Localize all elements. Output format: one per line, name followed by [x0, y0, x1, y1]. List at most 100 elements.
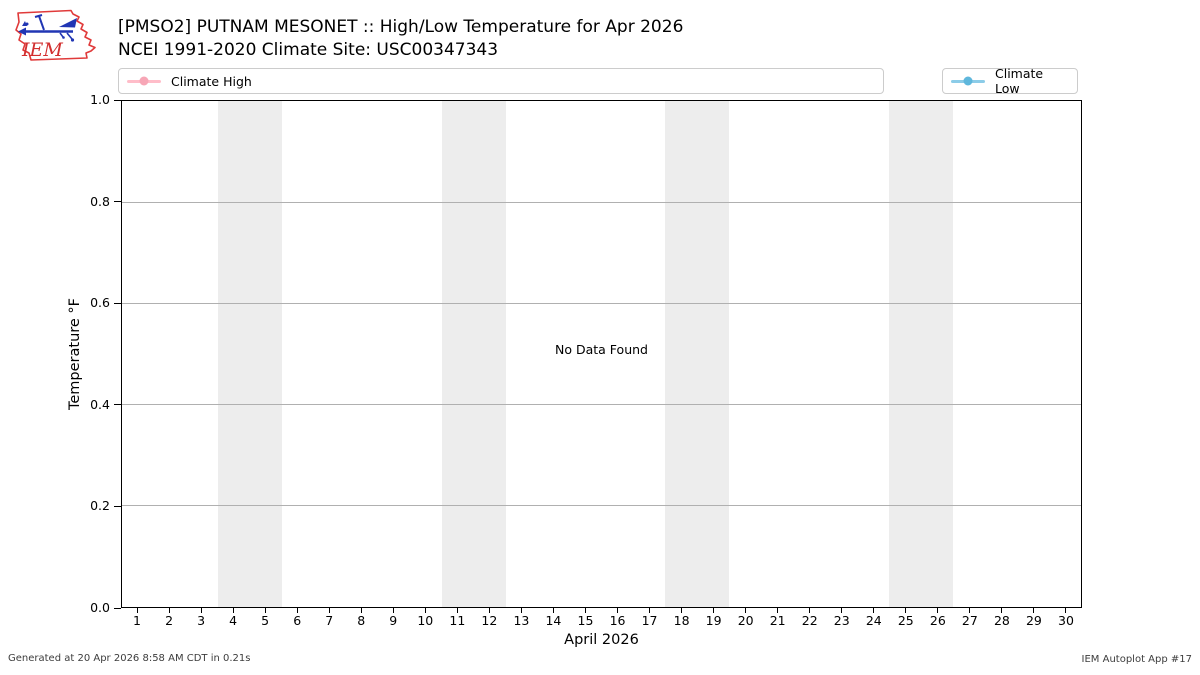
- x-tick-label: 10: [417, 613, 434, 628]
- x-tick-mark: [905, 608, 907, 613]
- y-tick-mark: [114, 607, 121, 609]
- x-tick-label: 8: [357, 613, 366, 628]
- x-tick-label: 30: [1058, 613, 1074, 628]
- x-tick-label: 27: [961, 613, 978, 628]
- weekend-band: [217, 101, 282, 607]
- x-tick-label: 1: [133, 613, 141, 628]
- legend-climate-high: Climate High: [118, 68, 884, 94]
- x-tick-mark: [264, 608, 266, 613]
- x-tick-mark: [232, 608, 234, 613]
- x-tick-mark: [809, 608, 811, 613]
- x-tick-label: 24: [865, 613, 882, 628]
- footer-app-text: IEM Autoplot App #17: [1081, 654, 1192, 665]
- x-tick-mark: [168, 608, 170, 613]
- y-tick-mark: [114, 505, 121, 507]
- weekend-band: [665, 101, 730, 607]
- chart-title: [PMSO2] PUTNAM MESONET :: High/Low Tempe…: [118, 17, 684, 37]
- x-tick-mark: [392, 608, 394, 613]
- x-tick-mark: [969, 608, 971, 613]
- weekend-band: [889, 101, 954, 607]
- x-tick-label: 20: [737, 613, 754, 628]
- x-tick-label: 12: [481, 613, 498, 628]
- x-tick-mark: [617, 608, 619, 613]
- x-tick-label: 25: [897, 613, 914, 628]
- x-tick-mark: [681, 608, 683, 613]
- x-tick-label: 21: [769, 613, 786, 628]
- y-tick-label: 0.2: [90, 498, 110, 514]
- x-tick-mark: [649, 608, 651, 613]
- x-tick-mark: [584, 608, 586, 613]
- x-tick-mark: [841, 608, 843, 613]
- y-tick-mark: [114, 404, 121, 406]
- x-tick-label: 11: [449, 613, 466, 628]
- x-tick-mark: [360, 608, 362, 613]
- climate-high-line-marker-icon: [127, 76, 161, 86]
- x-tick-mark: [488, 608, 490, 613]
- x-tick-label: 4: [229, 613, 238, 628]
- x-tick-label: 19: [705, 613, 722, 628]
- weekend-band: [441, 101, 506, 607]
- y-tick-label: 1.0: [90, 92, 110, 107]
- weather-vane-icon: [18, 14, 77, 42]
- x-tick-mark: [1001, 608, 1003, 613]
- y-tick-label: 0.4: [90, 396, 110, 412]
- x-tick-mark: [424, 608, 426, 613]
- chart-subtitle: NCEI 1991-2020 Climate Site: USC00347343: [118, 40, 499, 60]
- x-tick-mark: [937, 608, 939, 613]
- x-tick-label: 23: [833, 613, 850, 628]
- gridline: [122, 302, 1081, 304]
- x-tick-mark: [200, 608, 202, 613]
- y-tick-mark: [114, 201, 121, 203]
- x-tick-mark: [745, 608, 747, 613]
- x-tick-mark: [136, 608, 138, 613]
- x-tick-label: 17: [641, 613, 658, 628]
- x-tick-mark: [552, 608, 554, 613]
- x-tick-label: 18: [673, 613, 690, 628]
- x-tick-mark: [456, 608, 458, 613]
- legend-label-climate-high: Climate High: [171, 73, 252, 89]
- y-tick-mark: [114, 99, 121, 101]
- x-tick-label: 9: [389, 613, 398, 628]
- x-tick-mark: [873, 608, 875, 613]
- y-axis-label: Temperature °F: [67, 297, 83, 411]
- gridline: [122, 404, 1081, 406]
- x-tick-label: 2: [165, 613, 174, 628]
- x-tick-label: 7: [325, 613, 334, 628]
- legend-climate-low: Climate Low: [942, 66, 1078, 96]
- x-tick-label: 26: [929, 613, 946, 628]
- x-tick-mark: [1033, 608, 1035, 613]
- plot-area: No Data Found: [121, 100, 1082, 608]
- x-tick-label: 16: [609, 613, 626, 628]
- no-data-message: No Data Found: [555, 342, 648, 357]
- x-tick-mark: [777, 608, 779, 613]
- iem-logo: IEM: [15, 9, 96, 61]
- x-tick-label: 3: [197, 613, 206, 628]
- x-tick-label: 15: [577, 613, 594, 628]
- y-tick-label: 0.6: [90, 295, 110, 311]
- y-tick-label: 0.0: [90, 600, 110, 615]
- gridline: [122, 201, 1081, 203]
- x-tick-mark: [328, 608, 330, 613]
- gridline: [122, 505, 1081, 507]
- x-tick-label: 5: [261, 613, 270, 628]
- y-tick-label: 0.8: [90, 193, 110, 209]
- y-tick-mark: [114, 302, 121, 304]
- x-axis-label: April 2026: [564, 632, 639, 648]
- x-tick-label: 29: [1025, 613, 1042, 628]
- x-tick-label: 6: [293, 613, 302, 628]
- footer-generated-text: Generated at 20 Apr 2026 8:58 AM CDT in …: [8, 653, 251, 664]
- iem-logo-text: IEM: [21, 39, 63, 61]
- x-tick-label: 13: [513, 613, 530, 628]
- climate-high-dot-icon: [139, 76, 149, 86]
- x-tick-label: 22: [801, 613, 818, 628]
- climate-low-dot-icon: [963, 76, 973, 86]
- climate-low-line-marker-icon: [951, 76, 985, 86]
- legend-label-climate-low: Climate Low: [995, 66, 1044, 96]
- x-tick-mark: [1065, 608, 1067, 613]
- x-tick-label: 28: [993, 613, 1010, 628]
- x-tick-mark: [713, 608, 715, 613]
- x-tick-label: 14: [545, 613, 562, 628]
- x-tick-mark: [520, 608, 522, 613]
- x-tick-mark: [296, 608, 298, 613]
